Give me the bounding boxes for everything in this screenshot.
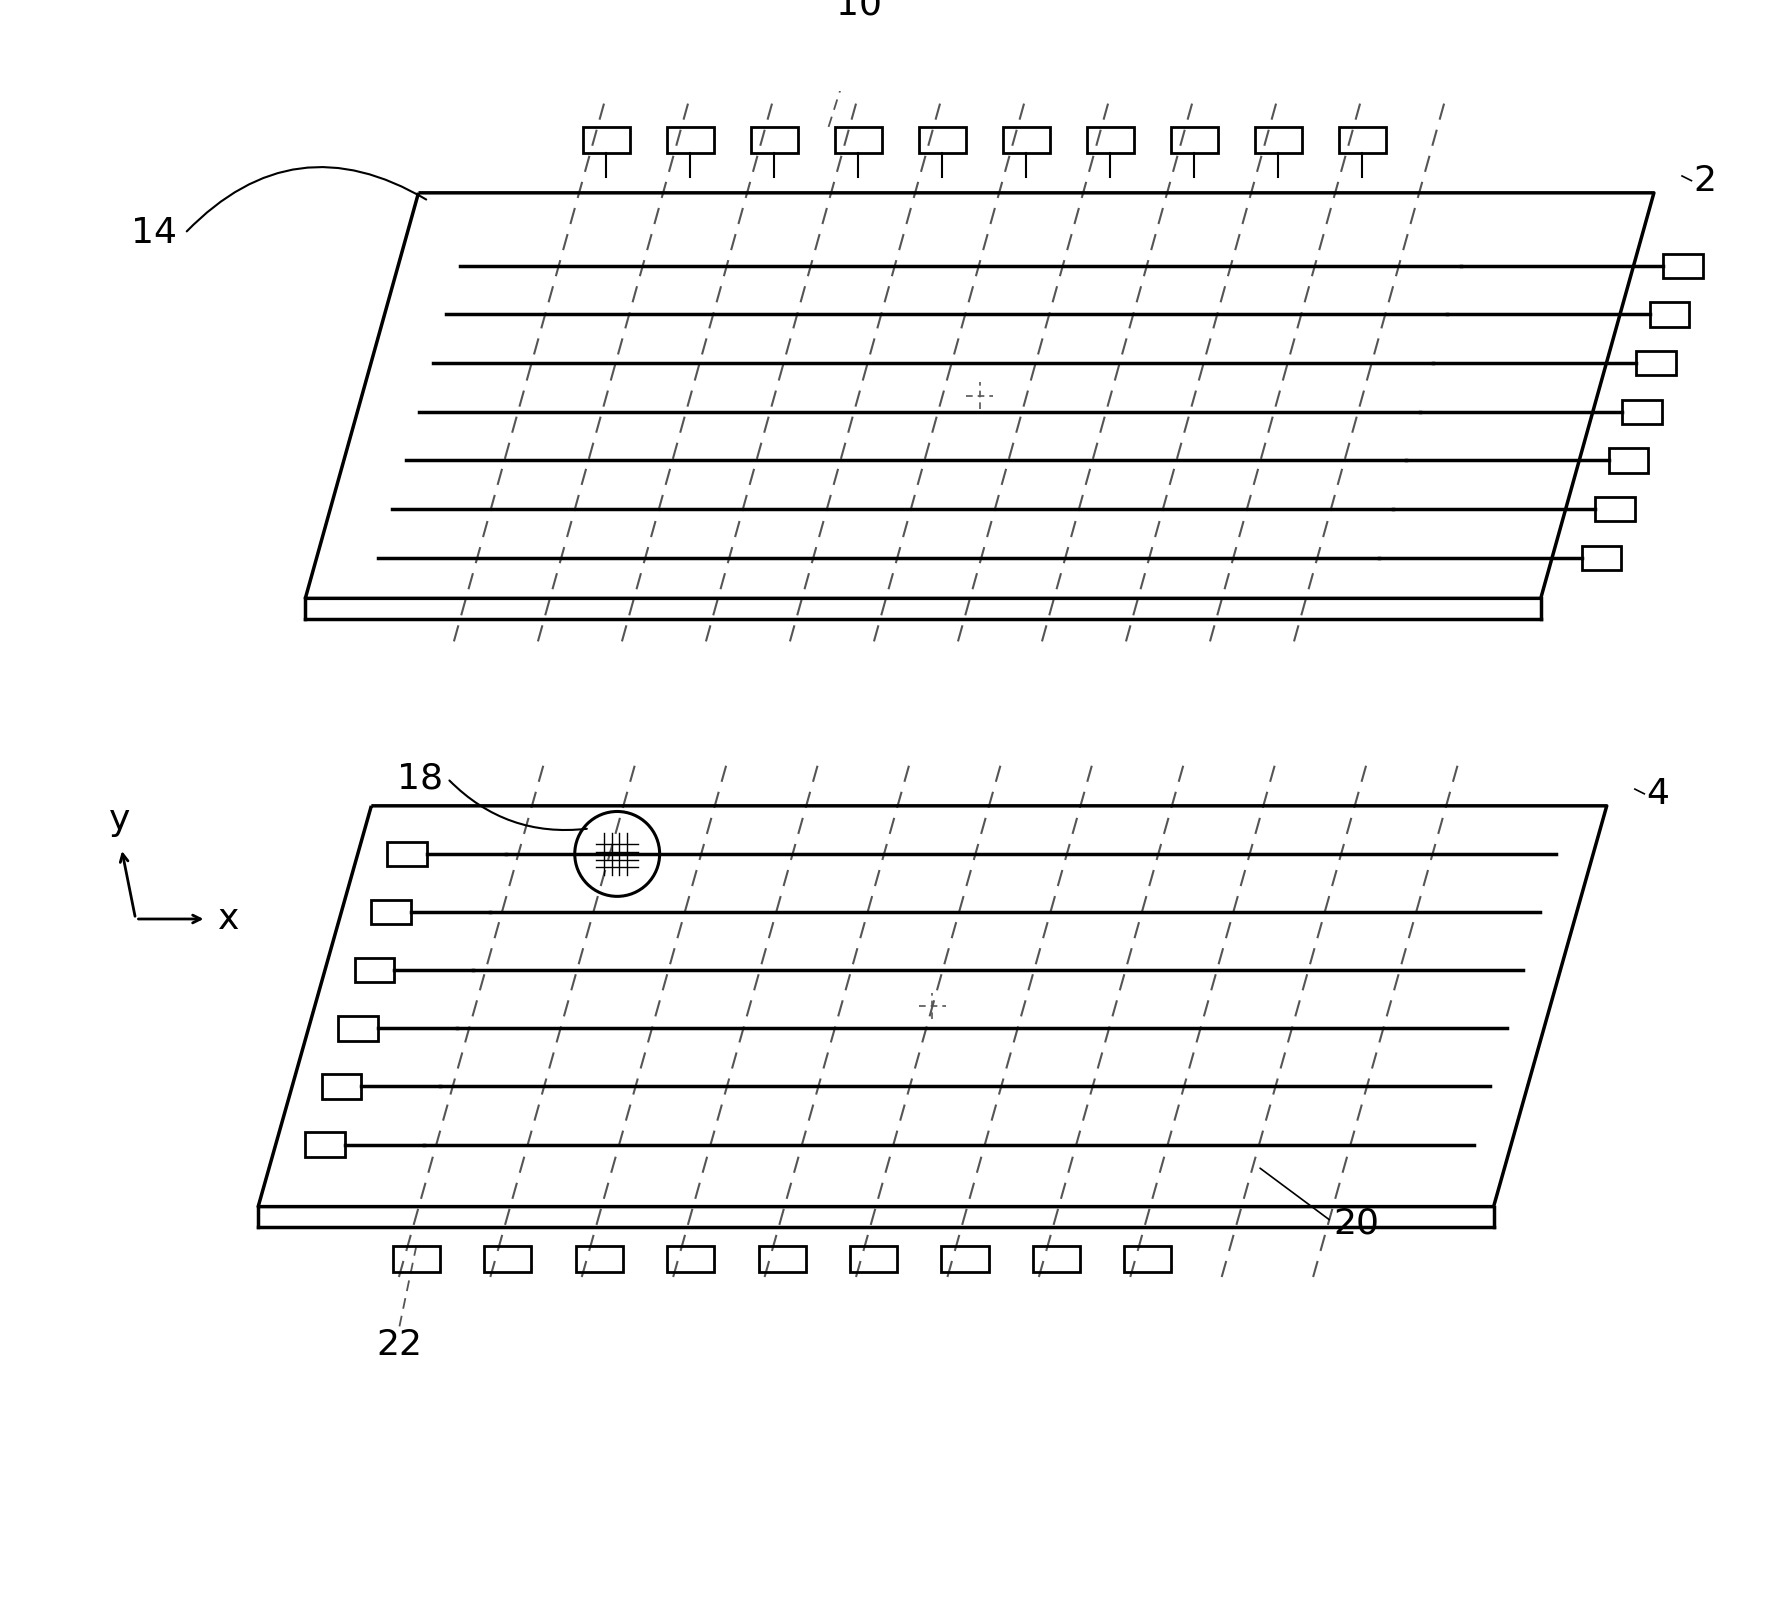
Text: 14: 14	[132, 216, 178, 251]
Bar	[354, 957, 393, 983]
Bar	[758, 1245, 805, 1272]
Bar	[370, 900, 411, 924]
Bar	[1002, 126, 1048, 153]
Text: 18: 18	[397, 762, 443, 796]
Bar	[835, 126, 881, 153]
Bar	[668, 1245, 714, 1272]
Bar	[1622, 400, 1661, 423]
Bar	[1339, 126, 1385, 153]
Text: 4: 4	[1645, 777, 1668, 810]
Bar	[942, 1245, 988, 1272]
Bar	[575, 1245, 623, 1272]
Text: 10: 10	[835, 0, 881, 21]
Text: 2: 2	[1693, 163, 1716, 198]
Text: y: y	[109, 802, 130, 837]
Bar	[1663, 254, 1702, 278]
Bar	[1595, 497, 1634, 521]
Bar	[338, 1016, 377, 1040]
Bar	[1648, 302, 1687, 326]
Bar	[1253, 126, 1301, 153]
Bar	[666, 126, 714, 153]
Bar	[393, 1245, 440, 1272]
Bar	[1123, 1245, 1171, 1272]
Bar	[1169, 126, 1218, 153]
Bar	[582, 126, 630, 153]
Bar	[849, 1245, 897, 1272]
Bar	[484, 1245, 530, 1272]
Bar	[1086, 126, 1134, 153]
Text: x: x	[217, 901, 239, 936]
Bar	[918, 126, 965, 153]
Bar	[1032, 1245, 1079, 1272]
Bar	[1607, 447, 1648, 473]
Bar	[1636, 352, 1675, 376]
Bar	[1581, 545, 1620, 570]
Text: 20: 20	[1333, 1206, 1378, 1240]
Bar	[304, 1133, 345, 1157]
Bar	[388, 842, 427, 866]
Text: 22: 22	[376, 1328, 422, 1361]
Bar	[749, 126, 797, 153]
Bar	[322, 1074, 361, 1099]
